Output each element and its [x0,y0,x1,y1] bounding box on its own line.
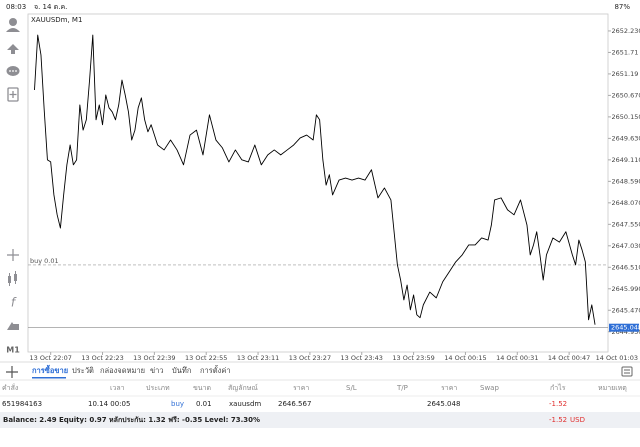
cell-current-price: 2645.048 [427,400,460,408]
x-tick-label: 13 Oct 23:43 [341,354,383,362]
summary-bar [0,412,640,428]
cell-symbol: xauusdm [229,400,261,408]
x-tick-label: 13 Oct 23:27 [289,354,331,362]
tab[interactable]: การตั้งค่า [200,365,231,375]
cell-volume: 0.01 [196,400,212,408]
x-tick-label: 14 Oct 01:03 [596,354,638,362]
y-tick-label: 2648.590 [612,177,640,185]
tab[interactable]: การซื้อขาย [32,364,68,375]
left-toolbar: f M1 [6,18,20,355]
tab-indicator [32,377,66,379]
tab[interactable]: กล่องจดหมาย [100,366,145,375]
status-time: 08:03 [6,3,26,11]
cell-open-price: 2646.567 [278,400,311,408]
tabs: การซื้อขาย ประวัติ กล่องจดหมาย ข่าว บันทึก กา… [32,364,231,379]
y-tick-label: 2647.550 [612,220,640,228]
col-header: ราคา [441,384,457,392]
cell-type: buy [171,400,184,408]
chat-icon[interactable] [6,66,20,76]
chart: 2652.230 2651.71 2651.19 2650.670 2650.150 26… [28,27,640,362]
y-tick-label: 2649.110 [612,156,640,164]
y-tick-label: 2650.670 [612,91,640,99]
x-tick-label: 13 Oct 23:59 [392,354,434,362]
chart-title: XAUUSDm, M1 [31,16,82,24]
add-button[interactable] [6,366,18,378]
x-tick-label: 13 Oct 22:55 [185,354,227,362]
col-header: Swap [480,384,499,392]
cell-order: 651984163 [2,400,42,408]
y-tick-label: 2648.070 [612,199,640,207]
col-header: S/L [346,384,357,392]
y-tick-label: 2645.990 [612,285,640,293]
account-icon[interactable] [6,18,20,32]
indicator-icon[interactable]: f [11,296,17,310]
y-tick-label: 2650.150 [612,113,640,121]
col-header: T/P [396,384,408,392]
objects-icon[interactable] [7,322,19,330]
x-tick-label: 14 Oct 00:31 [496,354,538,362]
status-battery: 87% [614,3,630,11]
order-line-label: buy 0.01 [30,257,59,265]
y-tick-label: 2644.950 [612,328,640,336]
x-tick-label: 13 Oct 22:07 [29,354,71,362]
crosshair-icon[interactable] [7,249,19,261]
col-header: ประเภท [146,384,170,392]
col-header: กำไร [550,383,566,392]
y-tick-label: 2651.19 [612,70,639,78]
table-header: คำสั่ง เวลา ประเภท ขนาด สัญลักษณ์ ราคา S… [2,383,627,392]
cell-profit: -1.52 [549,400,567,408]
col-header: ขนาด [193,384,211,392]
y-tick-label: 2649.630 [612,134,640,142]
col-header: สัญลักษณ์ [228,384,258,392]
summary-currency: USD [570,416,585,424]
col-header: หมายเหตุ [598,384,627,392]
col-header: ราคา [293,384,309,392]
col-header: คำสั่ง [2,383,18,392]
trade-icon[interactable] [7,44,19,54]
y-tick-label: 2652.230 [612,27,640,35]
price-tag-label: 2645.048 [611,324,640,332]
x-tick-label: 14 Oct 00:47 [548,354,590,362]
y-tick-label: 2646.510 [612,263,640,271]
y-tick-label: 2645.470 [612,306,640,314]
summary-text: Balance: 2.49 Equity: 0.97 หลักประกัน: 1… [3,416,260,424]
cell-time: 10.14 00:05 [88,400,130,408]
price-line-series [34,34,596,325]
position-row[interactable]: 651984163 10.14 00:05 buy 0.01 xauusdm 2… [2,400,567,408]
col-header: เวลา [110,384,125,392]
y-tick-label: 2651.71 [612,48,639,56]
new-chart-icon[interactable] [7,87,19,102]
price-tag [609,323,639,332]
tab[interactable]: บันทึก [172,366,191,375]
x-tick-label: 13 Oct 22:23 [81,354,123,362]
status-date: จ. 14 ต.ค. [34,3,67,11]
tab[interactable]: ประวัติ [72,366,94,375]
x-tick-label: 13 Oct 23:11 [237,354,279,362]
timeframe-button[interactable]: M1 [6,346,20,355]
x-tick-label: 13 Oct 22:39 [133,354,175,362]
svg-text:f: f [11,296,17,310]
x-tick-label: 14 Oct 00:15 [444,354,486,362]
candles-icon[interactable] [8,271,17,286]
y-tick-label: 2647.030 [612,242,640,250]
chart-frame [27,13,609,353]
summary-profit: -1.52 [549,416,567,424]
tab[interactable]: ข่าว [150,366,164,375]
settings-icon[interactable] [621,366,633,377]
